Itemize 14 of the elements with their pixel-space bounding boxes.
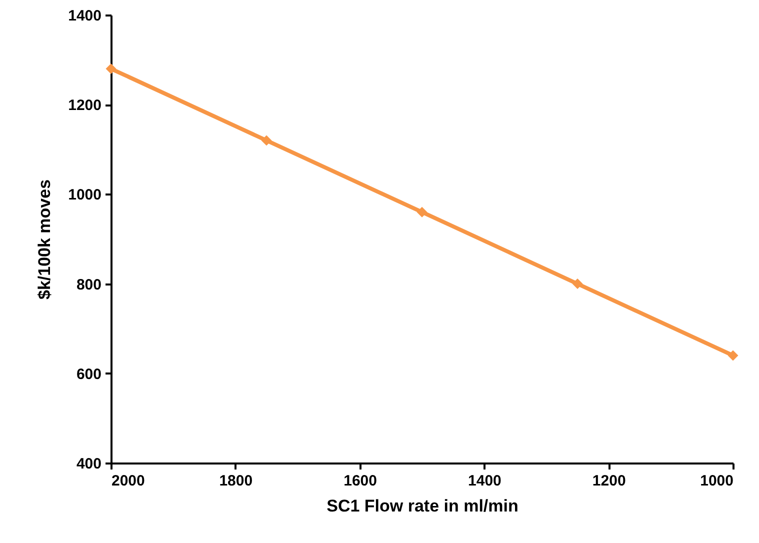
y-tick-label: 1200 [68,97,102,114]
x-tick-label: 1200 [592,472,626,490]
y-tick-label: 600 [76,366,102,383]
y-tick-label: 1400 [68,8,102,24]
y-tick-label: 400 [76,456,102,472]
x-tick-label: 1600 [344,472,377,490]
x-axis-title: SC1 Flow rate in ml/min [326,496,518,516]
x-tick-label: 2000 [112,472,145,490]
y-tick-label: 800 [76,276,102,294]
x-tick-label: 1800 [219,472,253,490]
x-tick-label: 1400 [468,472,502,490]
y-axis-title: $k/100k moves [35,179,54,300]
x-tick-label: 1000 [700,472,734,490]
y-tick-label: 1000 [68,186,102,204]
